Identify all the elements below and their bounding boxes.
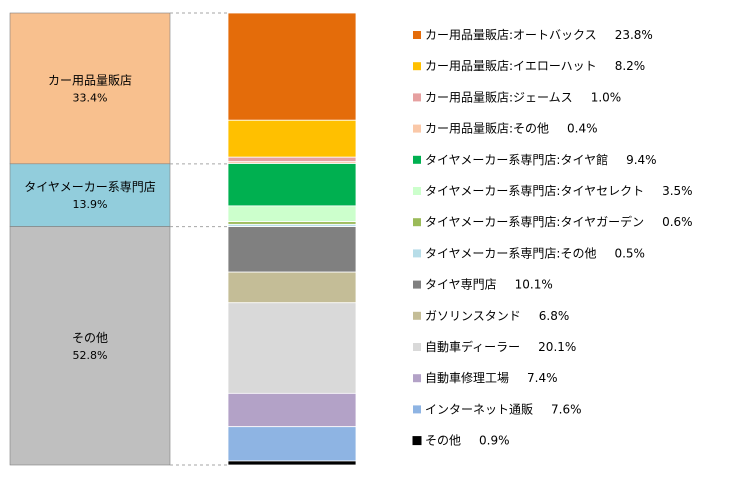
legend-swatch-10 [413,343,421,351]
legend-swatch-1 [413,62,421,70]
legend-label-10: 自動車ディーラー [425,339,520,354]
legend-swatch-11 [413,374,421,382]
series-segment-13 [228,461,356,465]
group-pct-1: 13.9% [73,198,108,211]
legend-swatch-0 [413,31,421,39]
legend-value-6: 0.6% [662,215,693,229]
legend-label-0: カー用品量販店:オートバックス [425,28,597,42]
legend-value-3: 0.4% [567,122,598,136]
legend-label-11: 自動車修理工場 [425,370,509,385]
right-stacked-bar [228,13,356,465]
legend-value-13: 0.9% [479,434,510,448]
group-segment-2 [10,227,170,465]
series-segment-2 [228,157,356,162]
series-segment-5 [228,206,356,222]
group-pct-2: 52.8% [73,349,108,362]
legend-swatch-13 [413,437,421,445]
legend-swatch-5 [413,187,421,195]
legend-swatch-7 [413,249,421,257]
series-segment-0 [228,13,356,120]
legend-label-1: カー用品量販店:イエローハット [425,59,597,73]
legend-label-9: ガソリンスタンド [425,309,521,323]
group-segment-0 [10,13,170,164]
legend-label-8: タイヤ専門店 [425,278,497,292]
legend-value-9: 6.8% [539,309,570,323]
legend-swatch-4 [413,156,421,164]
group-label-2: その他 [72,331,108,345]
series-segment-8 [228,227,356,273]
series-segment-11 [228,393,356,426]
group-label-1: タイヤメーカー系専門店 [24,180,155,194]
legend-swatch-2 [413,93,421,101]
legend-value-0: 23.8% [615,28,653,42]
legend-value-2: 1.0% [591,90,622,104]
legend-swatch-12 [413,405,421,413]
legend-label-4: タイヤメーカー系専門店:タイヤ館 [425,152,608,167]
legend-value-8: 10.1% [515,278,553,292]
group-label-0: カー用品量販店 [48,73,132,87]
legend-value-7: 0.5% [614,246,645,260]
legend-value-11: 7.4% [527,371,558,385]
legend-swatch-9 [413,312,421,320]
series-segment-6 [228,222,356,225]
legend: カー用品量販店:オートバックス 23.8% カー用品量販店:イエローハット 8.2% カ… [413,28,693,448]
legend-value-4: 9.4% [626,153,657,167]
left-stacked-bar: カー用品量販店 33.4% タイヤメーカー系専門店 13.9% その他 52.8% [10,13,170,465]
legend-label-3: カー用品量販店:その他 [425,122,549,136]
series-segment-10 [228,303,356,394]
legend-label-6: タイヤメーカー系専門店:タイヤガーデン [425,214,644,229]
legend-swatch-8 [413,281,421,289]
legend-value-1: 8.2% [615,59,646,73]
legend-label-5: タイヤメーカー系専門店:タイヤセレクト [425,184,644,198]
group-pct-0: 33.4% [73,91,108,104]
legend-label-2: カー用品量販店:ジェームス [425,90,573,104]
series-segment-9 [228,272,356,303]
legend-value-10: 20.1% [538,340,576,354]
legend-value-5: 3.5% [662,184,693,198]
series-segment-1 [228,120,356,157]
legend-swatch-3 [413,125,421,133]
legend-swatch-6 [413,218,421,226]
series-segment-4 [228,164,356,206]
connector-lines [170,13,228,465]
legend-label-12: インターネット通販 [425,402,533,416]
series-segment-12 [228,427,356,461]
legend-label-13: その他 [425,434,461,448]
group-segment-1 [10,164,170,227]
legend-label-7: タイヤメーカー系専門店:その他 [425,246,596,260]
legend-value-12: 7.6% [551,402,582,416]
